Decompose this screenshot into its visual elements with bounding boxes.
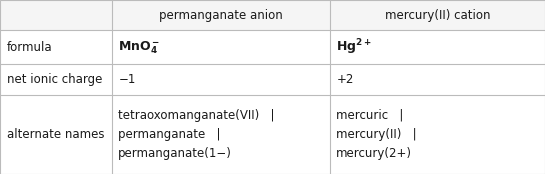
Text: net ionic charge: net ionic charge xyxy=(7,73,102,86)
Text: $\mathbf{Hg^{2+}}$: $\mathbf{Hg^{2+}}$ xyxy=(336,38,372,57)
Text: $\mathbf{MnO_4^-}$: $\mathbf{MnO_4^-}$ xyxy=(118,39,160,56)
Text: tetraoxomanganate(VII)   |
permanganate   |
permanganate(1−): tetraoxomanganate(VII) | permanganate | … xyxy=(118,109,275,160)
Text: mercury(II) cation: mercury(II) cation xyxy=(385,9,490,22)
Text: alternate names: alternate names xyxy=(7,128,104,141)
Text: −1: −1 xyxy=(118,73,136,86)
Text: permanganate anion: permanganate anion xyxy=(159,9,283,22)
Text: mercuric   |
mercury(II)   |
mercury(2+): mercuric | mercury(II) | mercury(2+) xyxy=(336,109,417,160)
Bar xyxy=(0,0,545,30)
Text: formula: formula xyxy=(7,41,52,54)
Text: +2: +2 xyxy=(336,73,354,86)
